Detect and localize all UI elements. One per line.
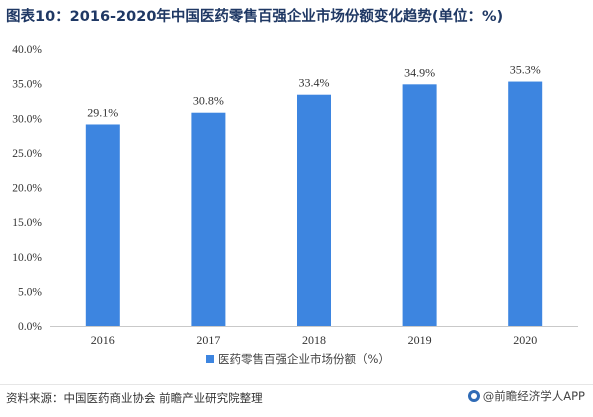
- data-labels-group: 29.1% 30.8% 33.4% 34.9% 35.3%: [87, 63, 540, 120]
- data-label-2017: 30.8%: [193, 94, 224, 108]
- x-tick-label: 2017: [196, 333, 220, 347]
- x-tick-label: 2020: [513, 333, 537, 347]
- x-tick-label: 2016: [91, 333, 115, 347]
- y-tick-label: 10.0%: [12, 252, 42, 264]
- y-tick-label: 5.0%: [18, 286, 42, 298]
- legend: 医药零售百强企业市场份额（%）: [206, 352, 390, 366]
- footer-divider: [0, 384, 593, 385]
- chart-title: 图表10：2016-2020年中国医药零售百强企业市场份额变化趋势(单位：%): [6, 9, 504, 25]
- bar-2017: [191, 112, 226, 327]
- bar-2019: [402, 84, 437, 326]
- bars-group: [85, 81, 543, 327]
- y-axis: 0.0% 5.0% 10.0% 15.0% 20.0% 25.0% 30.0% 35.0% 40…: [12, 44, 42, 333]
- y-tick-label: 25.0%: [12, 148, 42, 160]
- x-tick-label: 2019: [408, 333, 432, 347]
- brand-credit: @前瞻经济学人APP: [467, 388, 585, 404]
- data-label-2016: 29.1%: [87, 105, 118, 119]
- data-label-2019: 34.9%: [404, 65, 435, 79]
- y-tick-label: 0.0%: [18, 321, 42, 333]
- data-label-2018: 33.4%: [299, 76, 330, 90]
- bar-2016: [85, 124, 120, 326]
- bar-2018: [297, 94, 331, 326]
- bar-2020: [508, 81, 543, 326]
- y-tick-label: 30.0%: [12, 113, 42, 125]
- brand-logo-icon: [467, 390, 480, 402]
- y-tick-label: 35.0%: [12, 79, 42, 91]
- x-tick-label: 2018: [302, 333, 326, 347]
- source-note: 资料来源：中国医药商业协会 前瞻产业研究院整理: [6, 391, 263, 405]
- x-axis: 2016 2017 2018 2019 2020: [50, 326, 578, 347]
- bar-chart: 0.0% 5.0% 10.0% 15.0% 20.0% 25.0% 30.0% 35.0% 40…: [12, 44, 578, 366]
- legend-label: 医药零售百强企业市场份额（%）: [218, 352, 390, 366]
- legend-swatch: [206, 355, 214, 363]
- y-tick-label: 40.0%: [12, 44, 42, 56]
- brand-text: @前瞻经济学人APP: [482, 389, 585, 403]
- y-tick-label: 15.0%: [12, 217, 42, 229]
- data-label-2020: 35.3%: [510, 63, 541, 77]
- y-tick-label: 20.0%: [12, 183, 42, 195]
